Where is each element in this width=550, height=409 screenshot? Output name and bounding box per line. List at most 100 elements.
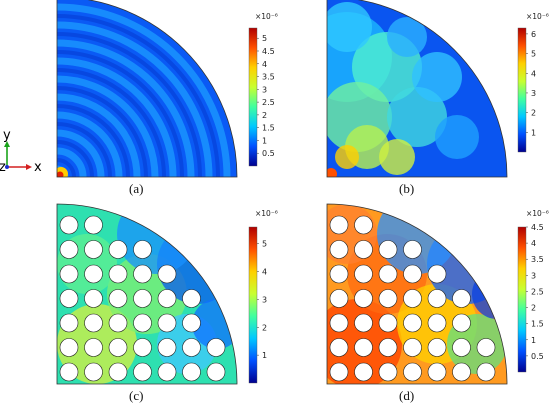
panel-d-field-plot [326, 203, 508, 385]
panel-a-colorbar [248, 27, 258, 167]
perforation-hole [354, 289, 373, 308]
perforation-hole [378, 240, 398, 259]
panel-c: ×10⁻⁶ 5 4 3 2 1 (c) [56, 203, 278, 403]
perforation-hole [133, 313, 152, 333]
colorbar-tick-label: 4 [262, 60, 267, 69]
colorbar-tick-label: 4.5 [531, 223, 544, 232]
colorbar-tick-label: 3.5 [531, 255, 544, 264]
perforation-hole [108, 264, 128, 284]
perforation-hole [157, 338, 177, 357]
perforation-hole [378, 362, 398, 382]
perforation-hole [329, 264, 349, 284]
colorbar-tick-label: 0.5 [262, 149, 275, 158]
perforation-hole [329, 362, 349, 382]
y-axis-label: y [3, 128, 11, 143]
perforation-hole [59, 362, 79, 382]
perforation-hole [84, 215, 103, 235]
colorbar-tick-label: 4 [531, 239, 536, 248]
perforation-hole [108, 289, 128, 308]
colorbar-tick-label: 3.5 [262, 73, 275, 82]
colorbar-tick-label: 1.5 [531, 320, 544, 329]
perforation-hole [157, 362, 177, 382]
colorbar-tick-label: 1 [262, 351, 267, 360]
perforation-hole [108, 240, 128, 259]
panel-a-caption: (a) [129, 181, 143, 196]
perforation-hole [157, 289, 177, 308]
panel-b: ×10⁻⁶ 6 5 4 3 2 1 (b) [326, 0, 549, 196]
perforation-hole [476, 362, 496, 382]
colorbar-tick-label: 2 [531, 304, 536, 313]
colorbar-tick-label: 2 [531, 109, 536, 118]
perforation-hole [108, 313, 128, 333]
perforation-hole [427, 264, 447, 284]
perforation-hole [354, 240, 373, 259]
perforation-hole [133, 289, 152, 308]
panel-d-colorbar [517, 226, 527, 373]
perforation-hole [59, 289, 79, 308]
colorbar-tick-label: 4.5 [262, 47, 275, 56]
perforation-hole [452, 289, 471, 308]
panel-a-scale-multiplier: ×10⁻⁶ [255, 12, 278, 21]
panel-c-scale-multiplier: ×10⁻⁶ [255, 209, 278, 218]
colorbar-tick-label: 3 [531, 271, 536, 280]
panel-b-field-plot [326, 0, 508, 178]
colorbar-tick-label: 2.5 [531, 287, 544, 296]
perforation-hole [59, 264, 79, 284]
panel-b-scale-multiplier: ×10⁻⁶ [526, 12, 549, 21]
perforation-hole [403, 313, 422, 333]
perforation-hole [182, 313, 201, 333]
perforation-hole [329, 313, 349, 333]
perforation-hole [378, 313, 398, 333]
perforation-hole [476, 338, 496, 357]
colorbar-tick-label: 3 [262, 295, 267, 304]
perforation-hole [108, 338, 128, 357]
perforation-hole [403, 264, 422, 284]
z-axis-dot-icon [5, 165, 9, 169]
perforation-hole [133, 240, 152, 259]
perforation-hole [427, 289, 447, 308]
perforation-hole [59, 338, 79, 357]
perforation-hole [108, 362, 128, 382]
perforation-hole [354, 215, 373, 235]
perforation-hole [329, 240, 349, 259]
colorbar-tick-label: 3 [531, 89, 536, 98]
perforation-hole [427, 313, 447, 333]
perforation-hole [84, 264, 103, 284]
perforation-hole [329, 215, 349, 235]
perforation-hole [84, 240, 103, 259]
panel-d: ×10⁻⁶ 4.5 4 3.5 3 2.5 2 1.5 1 0.5 (d) [326, 203, 549, 403]
perforation-hole [378, 289, 398, 308]
perforation-hole [452, 362, 471, 382]
perforation-hole [452, 338, 471, 357]
perforation-hole [329, 289, 349, 308]
perforation-hole [329, 338, 349, 357]
x-axis-label: x [34, 160, 42, 175]
perforation-hole [378, 338, 398, 357]
perforation-hole [206, 338, 226, 357]
colorbar-tick-label: 2 [262, 323, 267, 332]
perforation-hole [59, 313, 79, 333]
axes-indicator: y z x [0, 128, 42, 175]
perforation-hole [59, 215, 79, 235]
perforation-hole [427, 338, 447, 357]
colorbar-tick-label: 5 [531, 50, 536, 59]
panel-b-colorbar [517, 27, 527, 153]
perforation-hole [403, 338, 422, 357]
perforation-hole [157, 313, 177, 333]
colorbar-tick-label: 2.5 [262, 98, 275, 107]
perforation-hole [206, 362, 226, 382]
perforation-hole [452, 313, 471, 333]
perforation-hole [84, 362, 103, 382]
perforation-hole [403, 289, 422, 308]
colorbar-tick-label: 2 [262, 111, 267, 120]
colorbar-tick-label: 6 [531, 30, 536, 39]
perforation-hole [157, 264, 177, 284]
panel-d-caption: (d) [399, 388, 414, 403]
perforation-hole [403, 240, 422, 259]
panel-b-caption: (b) [399, 181, 414, 196]
perforation-hole [378, 264, 398, 284]
colorbar-tick-label: 1.5 [262, 124, 275, 133]
colorbar-tick-label: 5 [262, 34, 267, 43]
z-axis-label: z [0, 160, 6, 175]
perforation-hole [182, 362, 201, 382]
